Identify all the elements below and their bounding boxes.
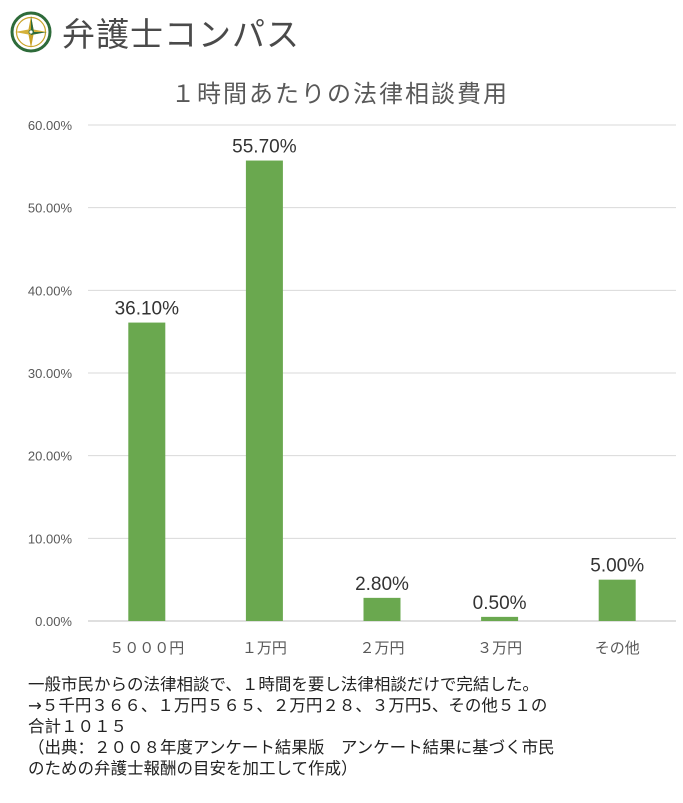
bar <box>245 160 283 621</box>
y-tick-label: 50.00% <box>28 201 73 216</box>
chart-title: １時間あたりの法律相談費用 <box>171 80 509 108</box>
y-tick-label: 0.00% <box>35 614 72 629</box>
footnote-line: のための弁護士報酬の目安を加工して作成） <box>28 759 358 778</box>
bar <box>363 597 401 621</box>
bars <box>128 160 636 621</box>
data-label: 5.00% <box>590 556 644 577</box>
category-label: １万円 <box>242 639 287 657</box>
y-tick-label: 40.00% <box>28 283 73 298</box>
category-label: ２万円 <box>359 639 404 657</box>
footnote-line: →５千円３６６、１万円５６５、２万円２８、３万円5、その他５１の <box>28 696 548 715</box>
bar <box>598 579 636 621</box>
bar-chart: １時間あたりの法律相談費用 0.00% 10.00% 20.00% 30.00% 40.… <box>28 80 676 657</box>
compass-icon <box>10 11 52 53</box>
data-label: 0.50% <box>473 593 527 614</box>
data-labels: 36.10% 55.70% 2.80% 0.50% 5.00% <box>115 137 645 614</box>
category-label: ３万円 <box>477 639 522 657</box>
y-tick-label: 20.00% <box>28 449 73 464</box>
data-label: 36.10% <box>115 299 180 320</box>
y-tick-label: 10.00% <box>28 531 73 546</box>
y-tick-label: 30.00% <box>28 366 73 381</box>
gridlines <box>88 124 676 622</box>
category-label: その他 <box>595 639 640 657</box>
y-tick-label: 60.00% <box>28 118 73 133</box>
y-axis-ticks: 0.00% 10.00% 20.00% 30.00% 40.00% 50.00% 60.00… <box>28 118 73 629</box>
footnote: 一般市民からの法律相談で、１時間を要し法律相談だけで完結した。 →５千円３６６、１… <box>28 674 678 779</box>
site-header: 弁護士コンパス <box>10 8 300 56</box>
footnote-line: 合計１０１５ <box>28 717 127 736</box>
brand-name: 弁護士コンパス <box>62 15 300 54</box>
category-label: ５０００円 <box>109 639 184 657</box>
bar <box>128 322 166 621</box>
footnote-line: 一般市民からの法律相談で、１時間を要し法律相談だけで完結した。 <box>28 675 539 694</box>
data-label: 55.70% <box>232 137 297 158</box>
bar <box>481 616 519 621</box>
data-label: 2.80% <box>355 574 409 595</box>
footnote-line: （出典：２００８年度アンケート結果版 アンケート結果に基づく市民 <box>28 738 555 757</box>
category-labels: ５０００円 １万円 ２万円 ３万円 その他 <box>109 639 639 657</box>
